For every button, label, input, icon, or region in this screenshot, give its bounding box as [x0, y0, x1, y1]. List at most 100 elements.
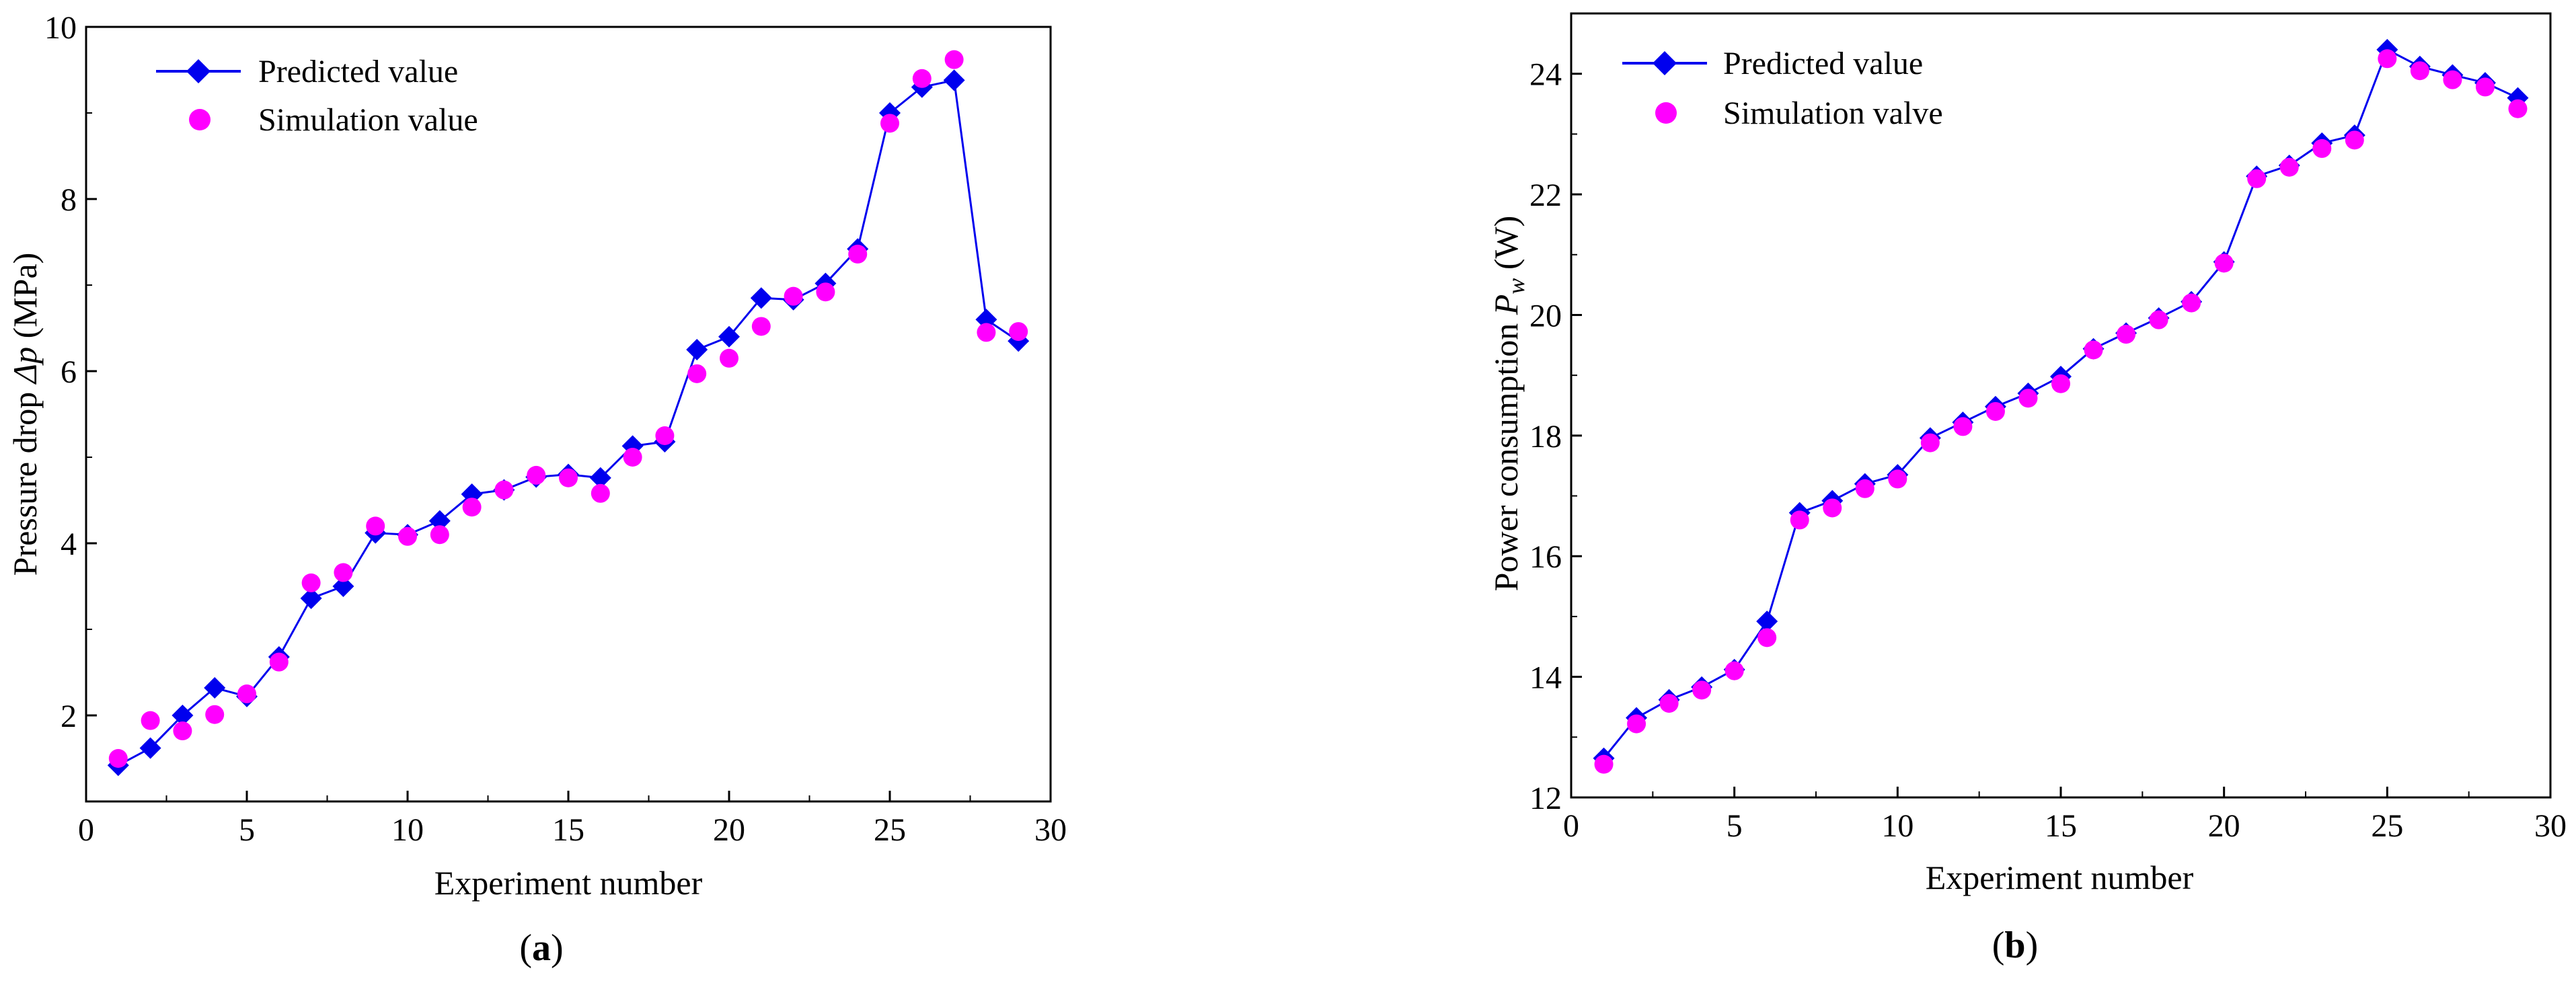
simulation-point	[1692, 680, 1712, 700]
simulation-point	[2018, 389, 2038, 408]
predicted-point	[589, 467, 611, 489]
simulation-point	[1659, 694, 1679, 713]
simulation-point	[2443, 70, 2462, 89]
simulation-point	[1594, 754, 1614, 774]
simulation-point	[1855, 479, 1874, 498]
simulation-point	[2345, 130, 2364, 150]
simulation-point	[1627, 714, 1646, 734]
simulation-point	[205, 705, 225, 724]
legend: Predicted value Simulation value	[156, 54, 478, 138]
y-axis: 12 14 16 18 20 22 24	[1529, 57, 1582, 816]
simulation-point	[2182, 293, 2201, 313]
simulation-point	[1953, 417, 1973, 436]
predicted-point	[943, 69, 965, 91]
simulation-point	[494, 480, 514, 500]
x-tick-label: 25	[2371, 808, 2403, 844]
simulation-point	[527, 465, 546, 485]
simulation-point	[1888, 469, 1907, 489]
simulation-point	[977, 323, 996, 342]
legend-diamond-swatch	[1653, 51, 1677, 75]
simulation-point	[2117, 325, 2136, 344]
simulation-point	[2279, 157, 2299, 177]
y-tick-label: 6	[61, 354, 77, 390]
legend-diamond-swatch	[186, 59, 211, 83]
predicted-point	[686, 339, 708, 360]
x-tick-label: 30	[1034, 812, 1067, 848]
x-tick-label: 10	[1881, 808, 1914, 844]
y-tick-label: 4	[61, 526, 77, 562]
y-axis-title: Pressure drop Δp (MPa)	[6, 253, 44, 576]
x-axis: 0 5 10 15 20 25 30	[78, 791, 1067, 848]
y-tick-label: 16	[1529, 539, 1562, 575]
x-tick-label: 0	[1563, 808, 1579, 844]
x-tick-label: 5	[239, 812, 255, 848]
simulation-point	[1823, 498, 1842, 518]
simulation-point	[269, 652, 289, 672]
x-tick-label: 30	[2534, 808, 2567, 844]
predicted-point	[300, 587, 322, 609]
simulation-point	[141, 711, 160, 730]
simulation-point	[108, 749, 128, 768]
predicted-point	[1756, 611, 1778, 633]
simulation-point	[301, 573, 321, 592]
legend-label-simulation: Simulation valve	[1723, 95, 1943, 131]
simulation-point	[462, 498, 482, 517]
predicted-line	[1603, 48, 2519, 759]
simulation-point	[2214, 253, 2234, 273]
plot-frame	[85, 26, 1052, 803]
x-tick-label: 15	[552, 812, 584, 848]
simulation-point	[2378, 49, 2397, 69]
simulation-point	[2508, 99, 2528, 118]
simulation-point	[334, 563, 353, 582]
predicted-point	[172, 705, 194, 726]
simulation-point	[2149, 310, 2168, 329]
x-tick-label: 0	[78, 812, 94, 848]
predicted-point	[750, 287, 772, 309]
legend-label-predicted: Predicted value	[258, 54, 458, 89]
simulation-point	[173, 721, 192, 741]
simulation-point	[237, 684, 256, 703]
legend-label-simulation: Simulation value	[258, 102, 478, 138]
y-tick-label: 12	[1529, 781, 1562, 816]
x-tick-label: 25	[874, 812, 906, 848]
simulation-point	[2312, 139, 2332, 158]
simulation-point	[1757, 628, 1777, 647]
simulation-point	[2084, 340, 2103, 360]
simulation-point	[1920, 433, 1940, 453]
panel-a: 0 5 10 15 20 25 30 2 4 6 8 10 Predicted value Simu…	[6, 10, 1067, 969]
predicted-point	[204, 677, 226, 699]
simulation-point	[2410, 61, 2429, 81]
x-tick-label: 5	[1727, 808, 1743, 844]
simulation-point	[623, 448, 642, 467]
y-tick-label: 24	[1529, 57, 1562, 93]
legend-circle-swatch	[189, 109, 211, 130]
panel-label-a: (a)	[519, 927, 563, 969]
x-axis: 0 5 10 15 20 25 30	[1563, 787, 2567, 844]
x-tick-label: 20	[713, 812, 745, 848]
y-tick-label: 18	[1529, 419, 1562, 455]
x-tick-label: 20	[2208, 808, 2240, 844]
predicted-line	[118, 79, 1020, 766]
simulation-series-a	[108, 50, 1028, 768]
x-axis-title: Experiment number	[1926, 859, 2194, 896]
simulation-point	[591, 483, 610, 503]
legend-circle-swatch	[1655, 102, 1677, 124]
y-tick-label: 14	[1529, 660, 1562, 696]
plot-frame	[1570, 12, 2552, 799]
panel-b: 0 5 10 15 20 25 30 12 14 16 18 20 22 24 Predicted va…	[1487, 12, 2567, 966]
y-tick-label: 2	[61, 699, 77, 734]
simulation-point	[720, 348, 738, 368]
simulation-series-b	[1594, 49, 2528, 774]
simulation-point	[1725, 661, 1744, 680]
simulation-point	[2051, 374, 2070, 393]
predicted-point	[718, 325, 740, 348]
simulation-point	[687, 364, 707, 383]
predicted-point	[139, 737, 161, 759]
x-axis-title: Experiment number	[434, 864, 703, 902]
simulation-point	[655, 426, 675, 445]
simulation-point	[1009, 322, 1028, 342]
simulation-point	[848, 244, 868, 264]
simulation-point	[912, 69, 932, 88]
simulation-point	[2475, 77, 2495, 97]
